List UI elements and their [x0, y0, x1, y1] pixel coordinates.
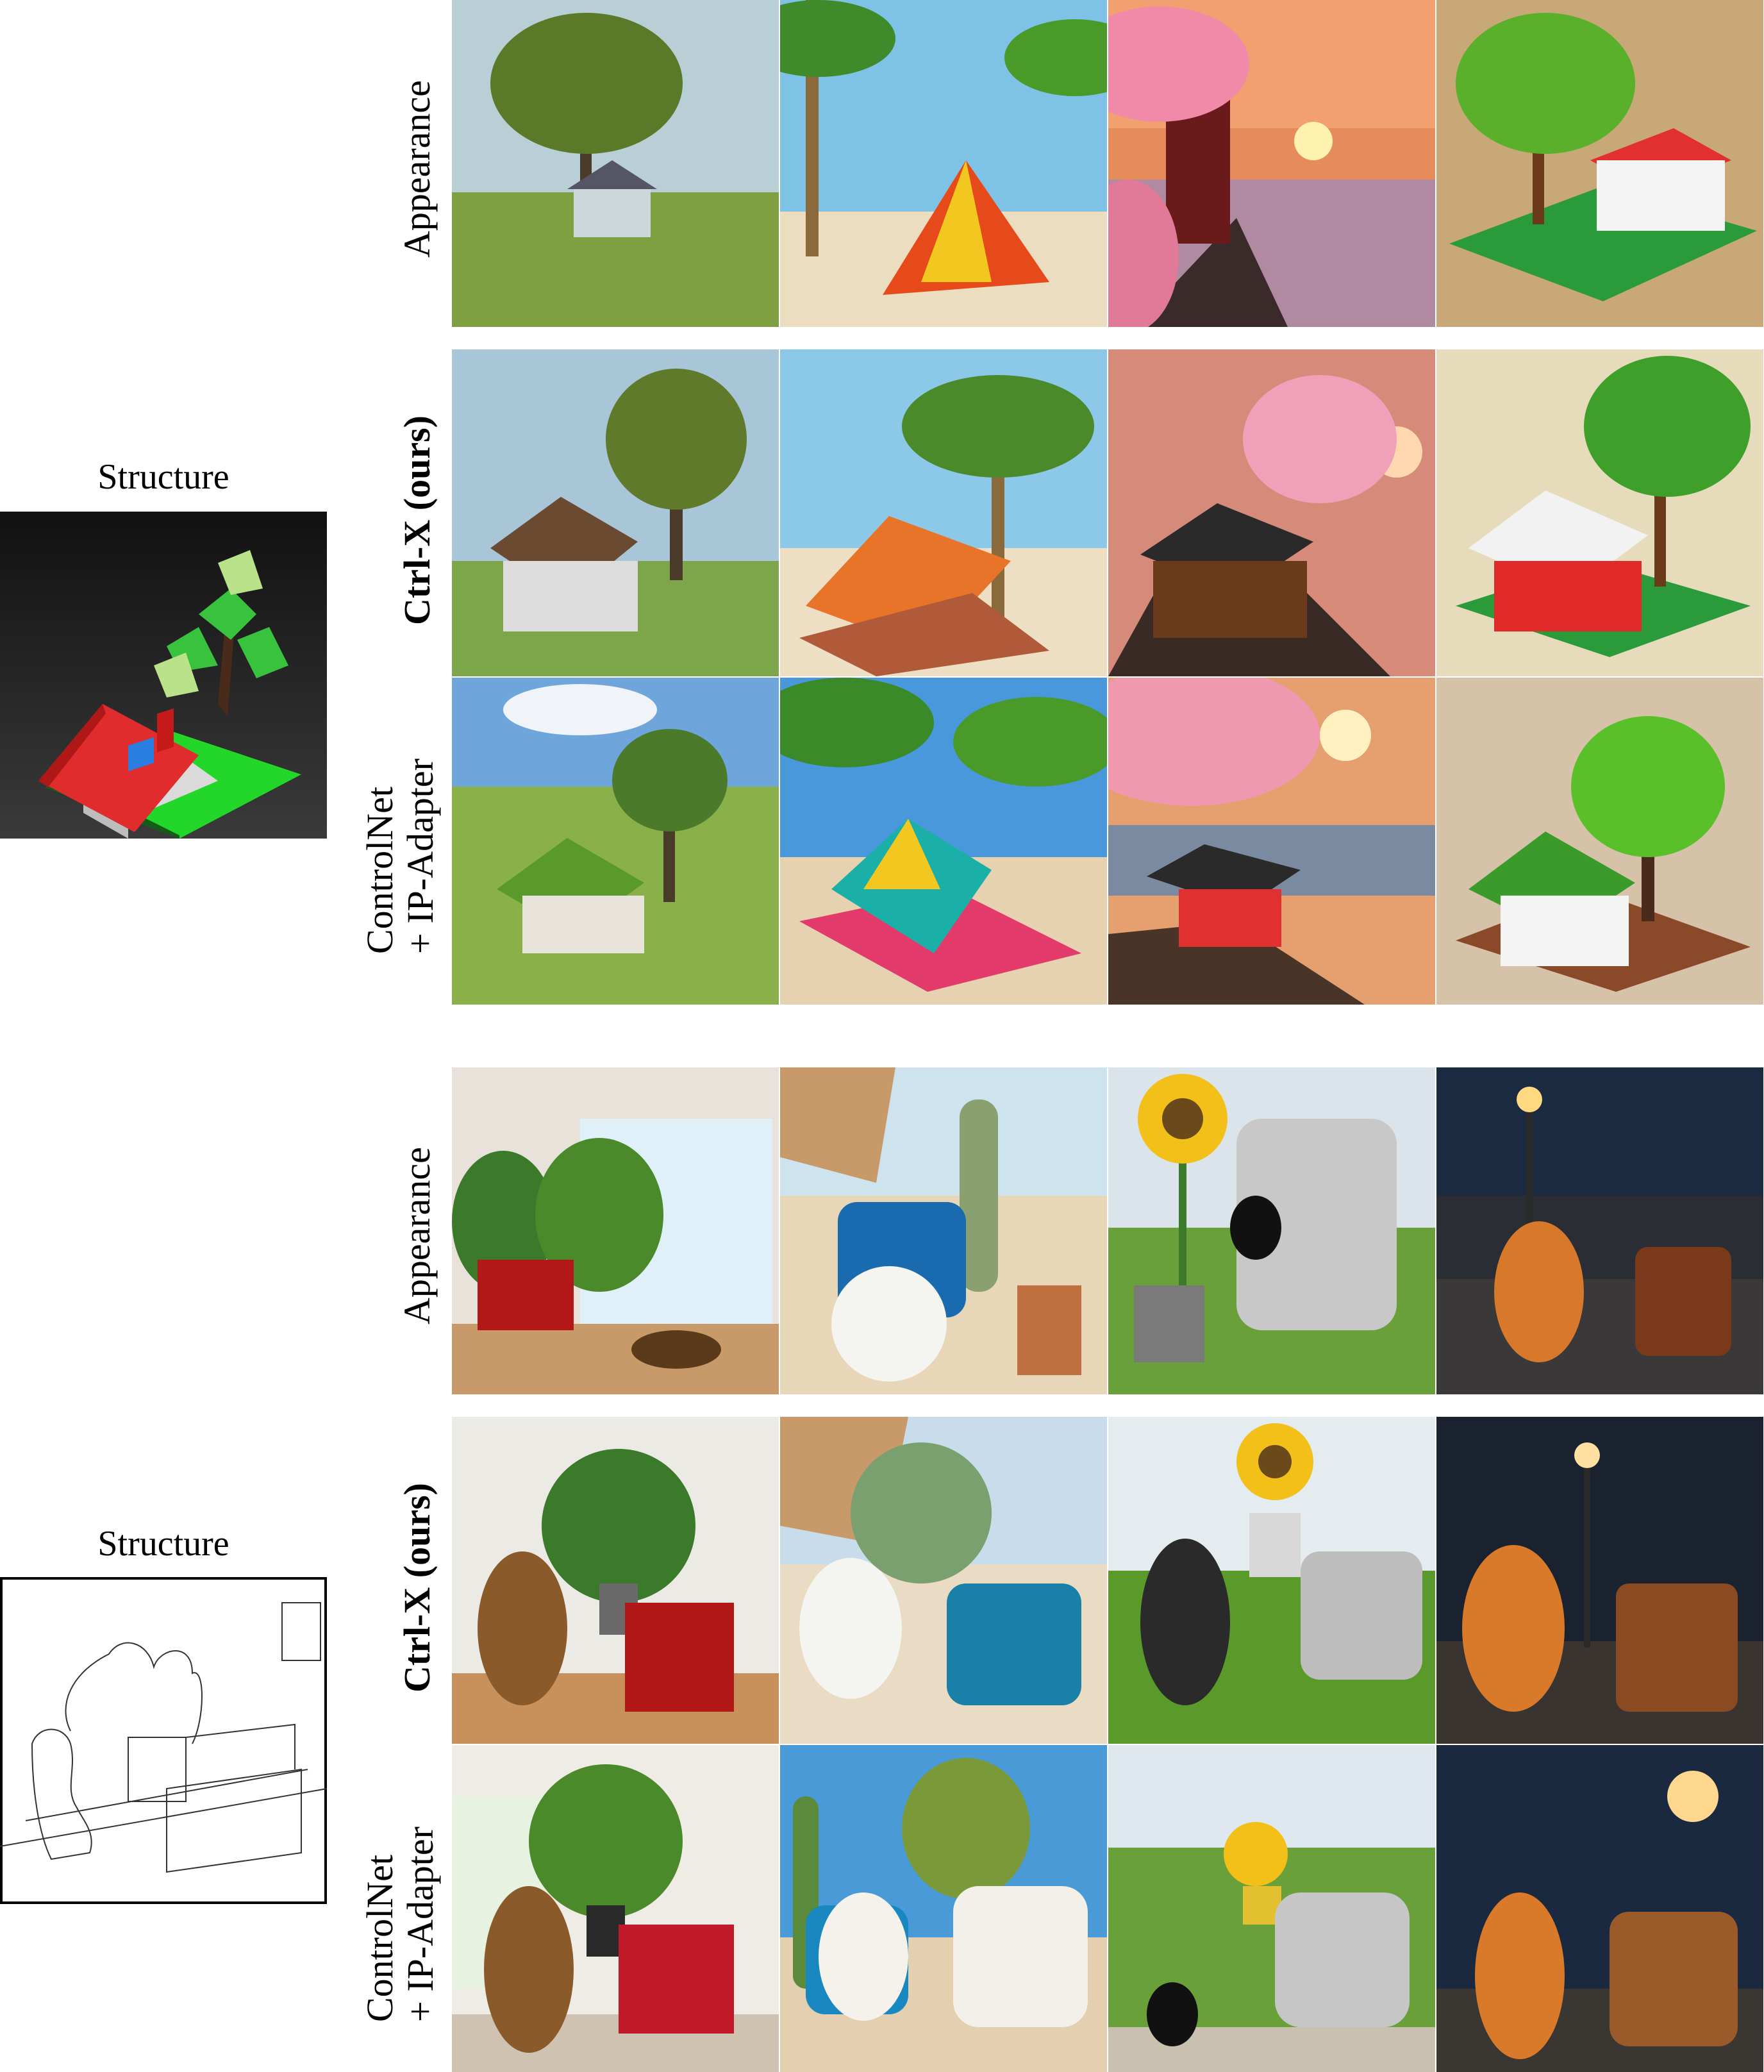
row-label-appearance-2: Appearance: [396, 1147, 438, 1324]
image-g2-appearance-night: [1436, 1067, 1763, 1394]
image-g1-controlnet-pagoda: [1108, 678, 1435, 1005]
structure-image-sketch: [0, 1577, 328, 1904]
row-label-appearance-1: Appearance: [396, 80, 438, 258]
image-g2-appearance-livingroom: [452, 1067, 779, 1394]
image-g1-ctrlx-lego: [1436, 349, 1763, 676]
image-g2-controlnet-meadow: [1108, 1745, 1435, 2072]
image-g2-appearance-meadow: [1108, 1067, 1435, 1394]
image-g1-controlnet-meadow: [452, 678, 779, 1005]
image-g2-ctrlx-livingroom: [452, 1417, 779, 1744]
image-g2-controlnet-beach: [780, 1745, 1107, 2072]
image-g1-controlnet-lego: [1436, 678, 1763, 1005]
image-g1-ctrlx-pagoda: [1108, 349, 1435, 676]
image-g1-appearance-beach: [780, 0, 1107, 327]
image-g1-ctrlx-meadow: [452, 349, 779, 676]
row-label-controlnet-line2: + IP-Adapter: [399, 1826, 441, 2022]
row-label-controlnet-1: ControlNet + IP-Adapter: [359, 758, 441, 954]
row-label-controlnet-line1: ControlNet: [359, 1855, 401, 2022]
structure-image-house-tree: [0, 512, 327, 839]
image-g2-controlnet-night: [1436, 1745, 1763, 2072]
row-label-ctrlx-1: Ctrl-X (ours): [396, 415, 438, 625]
structure-label-1: Structure: [97, 457, 229, 497]
row-label-ctrlx-2: Ctrl-X (ours): [396, 1483, 438, 1692]
image-g1-appearance-pagoda: [1108, 0, 1435, 327]
row-label-controlnet-line1: ControlNet: [359, 787, 401, 954]
image-g2-ctrlx-beach: [780, 1417, 1107, 1744]
image-g1-appearance-meadow: [452, 0, 779, 327]
image-g2-ctrlx-night: [1436, 1417, 1763, 1744]
structure-label-2: Structure: [97, 1524, 229, 1564]
row-label-controlnet-line2: + IP-Adapter: [399, 758, 441, 954]
image-g2-controlnet-livingroom: [452, 1745, 779, 2072]
image-g2-appearance-beach: [780, 1067, 1107, 1394]
image-g2-ctrlx-meadow: [1108, 1417, 1435, 1744]
image-g1-controlnet-beach: [780, 678, 1107, 1005]
row-label-controlnet-2: ControlNet + IP-Adapter: [359, 1826, 441, 2022]
image-g1-ctrlx-beach: [780, 349, 1107, 676]
image-g1-appearance-lego: [1436, 0, 1763, 327]
